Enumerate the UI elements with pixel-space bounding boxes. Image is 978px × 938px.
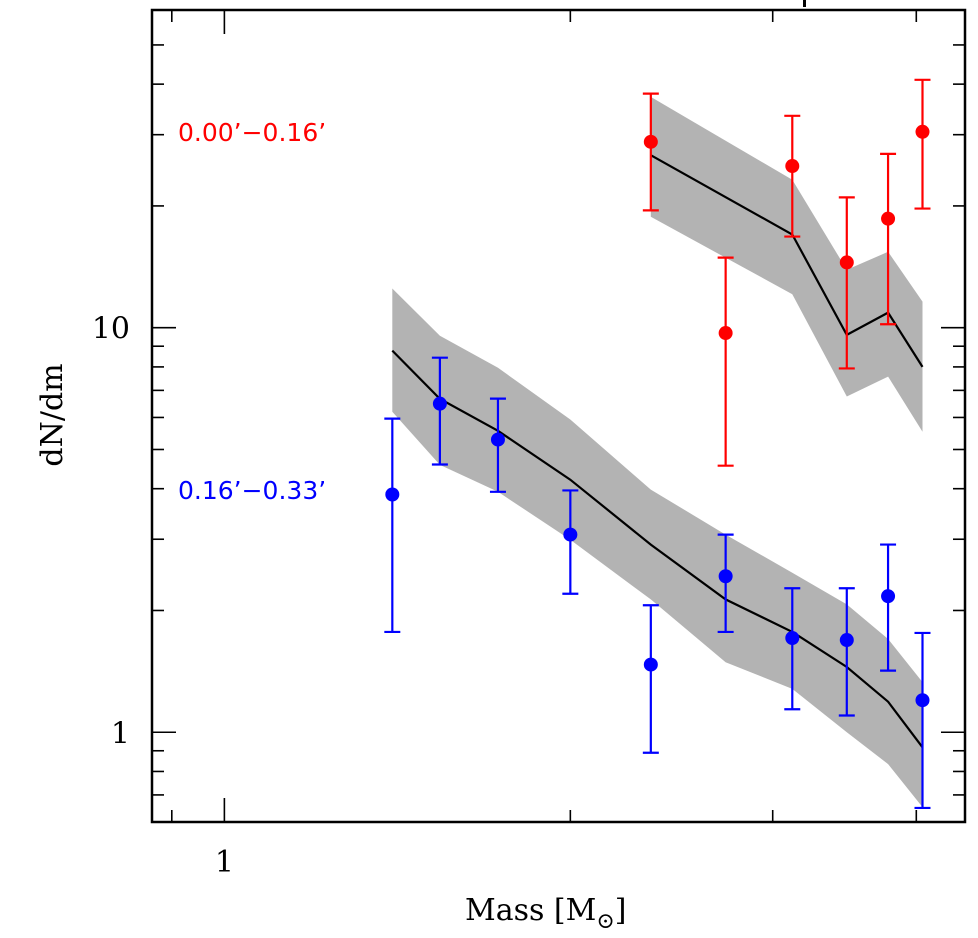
data-point: [915, 693, 930, 708]
error-bar: [914, 631, 931, 810]
error-bar: [717, 533, 734, 634]
x-axis-label: Mass [M⊙]: [465, 893, 627, 934]
data-point: [643, 657, 658, 672]
plot-frame-rect: [150, 8, 967, 824]
axis-ticks: [152, 10, 965, 823]
error-bar: [642, 92, 659, 212]
x-axis-label-suffix: ]: [615, 893, 627, 928]
error-bar: [431, 356, 448, 466]
series-label-inner: 0.00’−0.16’: [178, 118, 326, 147]
x-axis-label-main: Mass [M: [465, 893, 596, 928]
series-label-outer: 0.16’−0.33’: [178, 476, 326, 505]
error-bar: [384, 417, 401, 634]
data-point: [881, 589, 896, 604]
x-axis-label-subscript: ⊙: [596, 909, 614, 934]
x-tick-label: 1: [215, 845, 234, 880]
error-bar: [784, 587, 801, 711]
error-bar: [784, 114, 801, 238]
y-axis-label: dN/dm: [35, 363, 70, 466]
error-bar: [717, 256, 734, 467]
model-line-1: [391, 349, 924, 748]
data-point: [785, 630, 800, 645]
data-point: [718, 569, 733, 584]
data-point: [432, 396, 447, 411]
data-point: [915, 124, 930, 139]
model-band-0: [650, 96, 923, 432]
data-point: [881, 211, 896, 226]
y-tick-label: 1: [111, 716, 130, 751]
plot-frame: [150, 8, 967, 824]
error-bar: [838, 196, 855, 370]
data-point: [839, 255, 854, 270]
data-point: [839, 633, 854, 648]
data-point: [643, 134, 658, 149]
error-bar: [914, 78, 931, 210]
tick-labels: 1 1 10: [92, 312, 234, 880]
error-bar: [880, 152, 897, 326]
data-point: [785, 159, 800, 174]
error-bars: [384, 78, 931, 810]
error-bar: [562, 489, 579, 595]
model-band-1: [392, 288, 923, 808]
y-tick-label: 10: [92, 312, 130, 347]
data-point: [718, 326, 733, 341]
data-point: [490, 432, 505, 447]
error-bar: [880, 543, 897, 672]
clipped-title-fragment: [803, 0, 806, 7]
model-uncertainty-bands: [392, 96, 923, 808]
data-point: [563, 527, 578, 542]
error-bar: [838, 587, 855, 717]
data-point: [385, 487, 400, 502]
data-points: [385, 124, 930, 708]
error-bar: [642, 604, 659, 754]
